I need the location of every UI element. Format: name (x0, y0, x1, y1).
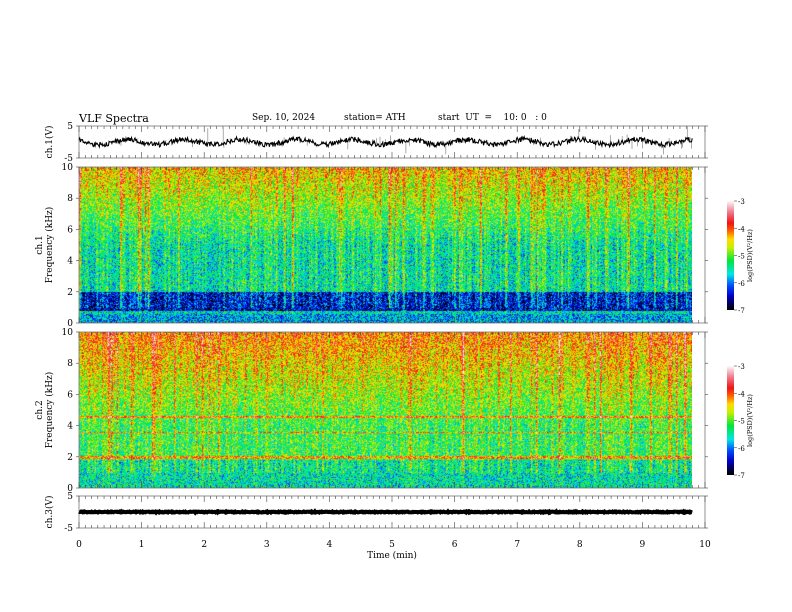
ch1-spectrogram-ylabel: ch.1 (35, 235, 45, 254)
ch2-spectrogram-ytick-label: 0 (67, 484, 73, 494)
ch2-colorbar (727, 366, 734, 475)
x-tick-label: 7 (514, 540, 520, 550)
x-tick-label: 0 (76, 540, 82, 550)
ch2-spectrogram-ylabel: Frequency (kHz) (44, 372, 55, 449)
ch2-spectrogram-ytick-label: 8 (67, 359, 73, 369)
date-label: Sep. 10, 2024 (252, 113, 316, 123)
start-time-label: start UT = 10: 0 : 0 (438, 113, 547, 123)
ch1-spectrogram-ytick-label: 2 (67, 288, 73, 298)
ch1-spectrogram-ytick-label: 8 (67, 194, 73, 204)
ch2-spectrogram-ytick-label: 4 (67, 422, 73, 432)
ch1-spectrogram-image (79, 167, 692, 323)
ch1-waveform-ytick-label: -5 (64, 154, 73, 164)
ch1-waveform-ytick-label: 5 (67, 122, 73, 132)
ch3-waveform-ylabel: ch.3(V) (44, 496, 55, 529)
ch1-spectrogram-ytick-label: 4 (67, 257, 73, 267)
ch2-spectrogram-cbar-tick-label: -3 (738, 363, 745, 371)
ch3-waveform-ytick-label: -5 (64, 524, 73, 534)
x-tick-label: 10 (699, 540, 711, 550)
ch2-spectrogram-image (79, 332, 692, 488)
ch1-spectrogram-ytick-label: 10 (62, 163, 74, 173)
x-tick-label: 1 (139, 540, 145, 550)
ch2-spectrogram-cbar-tick-label: -5 (738, 418, 745, 426)
ch1-colorbar (727, 201, 734, 310)
x-tick-label: 2 (201, 540, 207, 550)
x-tick-label: 4 (327, 540, 333, 550)
x-axis-label: Time (min) (367, 550, 417, 561)
ch2-spectrogram-cbar-tick-label: -4 (738, 390, 745, 398)
ch2-spectrogram-cbar-tick-label: -7 (738, 472, 745, 480)
ch1-spectrogram-cbar-tick-label: -6 (738, 280, 745, 288)
station-label: station= ATH (344, 113, 406, 123)
ch2-spectrogram-cbar-label: log(PSD)(V²/Hz) (746, 394, 754, 447)
ch1-spectrogram-cbar-label: log(PSD)(V²/Hz) (746, 229, 754, 282)
ch1-spectrogram-ylabel: Frequency (kHz) (44, 207, 55, 284)
x-tick-label: 5 (389, 540, 395, 550)
ch1-spectrogram-cbar-tick-label: -7 (738, 307, 745, 315)
x-tick-label: 9 (640, 540, 646, 550)
ch1-waveform-trace (78, 134, 693, 149)
ch2-spectrogram-ylabel: ch.2 (35, 400, 45, 419)
ch2-spectrogram-frame (78, 331, 706, 489)
ch1-waveform-ylabel: ch.1(V) (44, 126, 55, 159)
ch3-waveform-ytick-label: 5 (67, 492, 73, 502)
ch1-spectrogram-cbar-tick-label: -4 (738, 225, 745, 233)
ch1-waveform-spikes (82, 126, 692, 155)
ch2-spectrogram-cbar-tick-label: -6 (738, 445, 745, 453)
ch1-spectrogram-frame (78, 166, 706, 324)
x-tick-label: 8 (577, 540, 583, 550)
ch2-spectrogram-ytick-label: 6 (67, 390, 73, 400)
ch2-spectrogram-ytick-label: 2 (67, 453, 73, 463)
ch1-spectrogram-cbar-tick-label: -3 (738, 198, 745, 206)
chart-title: VLF Spectra (79, 112, 149, 125)
x-tick-label: 6 (452, 540, 458, 550)
ch1-spectrogram-ytick-label: 6 (67, 225, 73, 235)
ch1-spectrogram-ytick-label: 0 (67, 319, 73, 329)
ch2-spectrogram-ytick-label: 10 (62, 328, 74, 338)
x-tick-label: 3 (264, 540, 270, 550)
ch1-spectrogram-cbar-tick-label: -5 (738, 253, 745, 261)
ch3-waveform-trace (78, 508, 693, 516)
